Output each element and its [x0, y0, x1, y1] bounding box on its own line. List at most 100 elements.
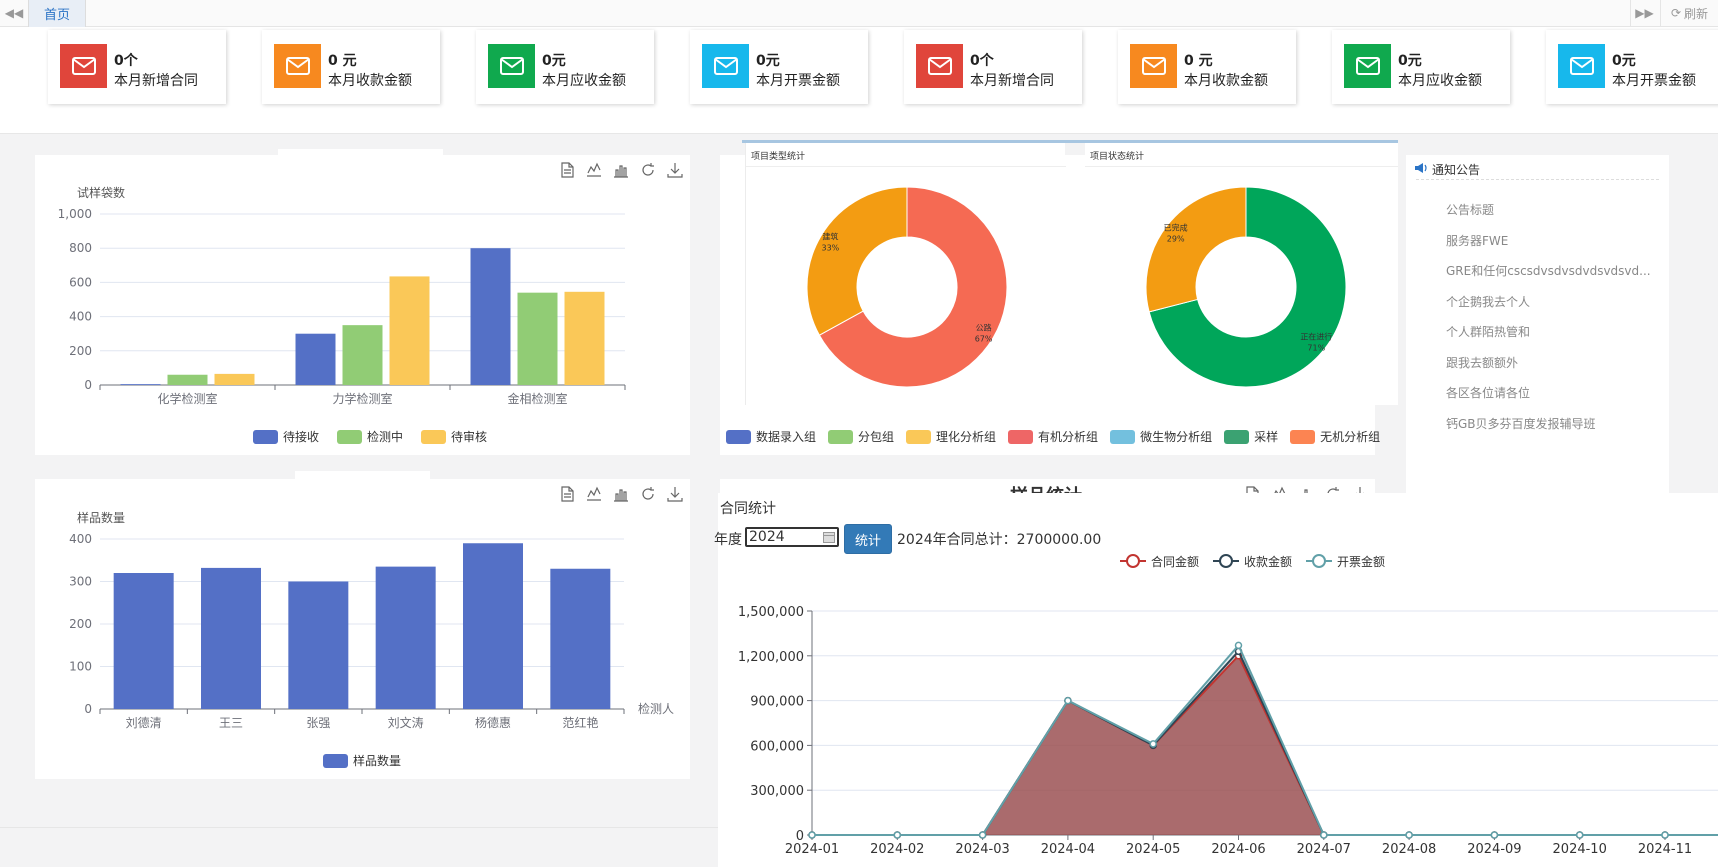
- legend-item[interactable]: 分包组: [828, 428, 894, 445]
- slice-percent: 67%: [975, 334, 993, 343]
- divider: [1416, 179, 1659, 180]
- calendar-icon[interactable]: [823, 531, 835, 546]
- bar: [295, 333, 336, 385]
- legend-item[interactable]: 数据录入组: [726, 428, 816, 445]
- data-point: [893, 831, 902, 839]
- stat-card: 0元 本月应收金额: [1332, 30, 1510, 104]
- stat-card: 0元 本月开票金额: [690, 30, 868, 104]
- legend-swatch: [253, 430, 278, 444]
- notice-item[interactable]: GRE和任何cscsdvsdvsdvdsvdsvd...: [1446, 264, 1651, 278]
- restore-icon[interactable]: [639, 161, 657, 179]
- y-tick-label: 200: [69, 617, 92, 631]
- y-axis-label: 样品数量: [77, 510, 125, 525]
- notice-panel: 通知公告 公告标题服务器FWE GRE和任何cscsdvsdvsdvdsvdsvd…: [1406, 155, 1669, 497]
- legend-item[interactable]: 有机分析组: [1008, 428, 1098, 445]
- divider: [1085, 166, 1398, 167]
- line-chart-icon[interactable]: [585, 485, 603, 503]
- notice-item[interactable]: 各区各位请各位: [1446, 386, 1531, 400]
- tab-home[interactable]: 首页: [28, 0, 86, 27]
- donut-slice: [1148, 186, 1347, 388]
- year-input[interactable]: 2024: [745, 527, 839, 547]
- bar: [517, 292, 558, 385]
- legend-label: 数据录入组: [756, 430, 817, 444]
- stat-card: 0个 本月新增合同: [48, 30, 226, 104]
- bar: [342, 325, 383, 385]
- mail-icon: [1344, 44, 1391, 88]
- data-view-icon[interactable]: [558, 485, 576, 503]
- x-tick-label: 2024-08: [1382, 842, 1436, 857]
- x-tick-label: 2024-07: [1297, 842, 1351, 857]
- bar: [201, 567, 261, 709]
- bar: [288, 581, 349, 709]
- scroll-left-icon[interactable]: ◀◀: [4, 6, 24, 20]
- stat-value: 0元: [1612, 53, 1636, 69]
- bar: [120, 384, 161, 385]
- data-point: [1149, 740, 1157, 748]
- chart-title-area: [278, 149, 443, 185]
- data-point: [1661, 831, 1669, 839]
- y-tick-label: 600,000: [750, 739, 804, 754]
- data-point: [1064, 696, 1072, 705]
- stat-card: 0 元本月收款金额: [1118, 30, 1296, 104]
- stat-button[interactable]: 统计: [844, 524, 892, 554]
- notice-item[interactable]: 服务器FWE: [1446, 233, 1509, 248]
- y-tick-label: 1,200,000: [738, 650, 804, 665]
- legend-label: 微生物分析组: [1140, 430, 1213, 444]
- legend-label: 样品数量: [353, 753, 401, 768]
- x-tick-label: 2024-05: [1126, 842, 1180, 857]
- bar: [463, 543, 523, 709]
- data-point: [1234, 641, 1243, 650]
- x-tick-label: 2024-11: [1638, 842, 1692, 857]
- notice-item[interactable]: 个企鹅我去个人: [1446, 294, 1531, 309]
- bar: [550, 568, 611, 709]
- x-axis-label: 检测人: [638, 701, 674, 716]
- legend-swatch: [323, 754, 348, 768]
- legend-marker: [1219, 554, 1233, 568]
- y-tick-label: 400: [69, 532, 92, 546]
- legend-label: 开票金额: [1337, 554, 1385, 569]
- scroll-right-icon[interactable]: ▶▶: [1630, 0, 1658, 26]
- stat-value: 0 元: [1184, 53, 1213, 69]
- legend-swatch: [337, 430, 362, 444]
- notice-item[interactable]: 公告标题: [1446, 203, 1495, 217]
- notice-header: 通知公告: [1414, 161, 1480, 178]
- bar-chart-inspector-panel: 样品数量 0 100 200 300 400 刘德清 王三 张强 刘文涛 杨德惠 范红艳 检测人 样品数量: [35, 471, 690, 779]
- download-icon[interactable]: [666, 161, 684, 179]
- bar-chart-icon[interactable]: [612, 485, 630, 503]
- x-tick-label: 力学检测室: [332, 391, 392, 406]
- y-tick-label: 800: [69, 241, 92, 255]
- notice-item[interactable]: 跟我去额额外: [1446, 355, 1519, 370]
- notice-title: 通知公告: [1432, 163, 1481, 177]
- bar-chart-lab-panel: 试样袋数 0 200 400 600 800 1,000 化学检测室 力学检测室 金相检测室 待接收…: [35, 149, 690, 455]
- data-view-icon[interactable]: [558, 161, 576, 179]
- mail-icon: [274, 44, 321, 88]
- project-type-title: 项目类型统计: [751, 152, 806, 162]
- line-chart-icon[interactable]: [585, 161, 603, 179]
- notice-item[interactable]: 个人群陌热管和: [1446, 325, 1531, 339]
- legend-label: 待审核: [451, 429, 487, 444]
- legend-item[interactable]: 微生物分析组: [1110, 428, 1212, 445]
- data-point: [808, 831, 816, 839]
- mail-icon: [1130, 44, 1177, 88]
- legend-item[interactable]: 采样: [1224, 428, 1278, 445]
- restore-icon[interactable]: [639, 485, 657, 503]
- notice-item[interactable]: 钙GB贝多芬百度发报辅导班: [1446, 416, 1596, 431]
- legend-item[interactable]: 无机分析组: [1290, 428, 1380, 445]
- bar-chart-icon[interactable]: [612, 161, 630, 179]
- y-axis-label: 试样袋数: [77, 185, 125, 200]
- tab-bar: ◀◀ 首页 ▶▶ ⟳ 刷新: [0, 0, 1718, 27]
- year-label: 年度: [714, 532, 742, 548]
- legend-swatch: [906, 429, 932, 444]
- mail-icon: [916, 44, 963, 88]
- stat-card: 0元 本月应收金额: [476, 30, 654, 104]
- refresh-button[interactable]: ⟳ 刷新: [1660, 0, 1718, 26]
- legend-marker: [1126, 554, 1140, 568]
- x-tick-label: 王三: [219, 716, 243, 730]
- bar: [375, 566, 436, 709]
- legend-marker: [1312, 554, 1326, 568]
- download-icon[interactable]: [666, 485, 684, 503]
- x-tick-label: 2024-01: [785, 842, 839, 857]
- legend-item[interactable]: 理化分析组: [906, 428, 996, 445]
- y-tick-label: 600: [69, 275, 92, 289]
- legend-swatch: [1110, 429, 1136, 444]
